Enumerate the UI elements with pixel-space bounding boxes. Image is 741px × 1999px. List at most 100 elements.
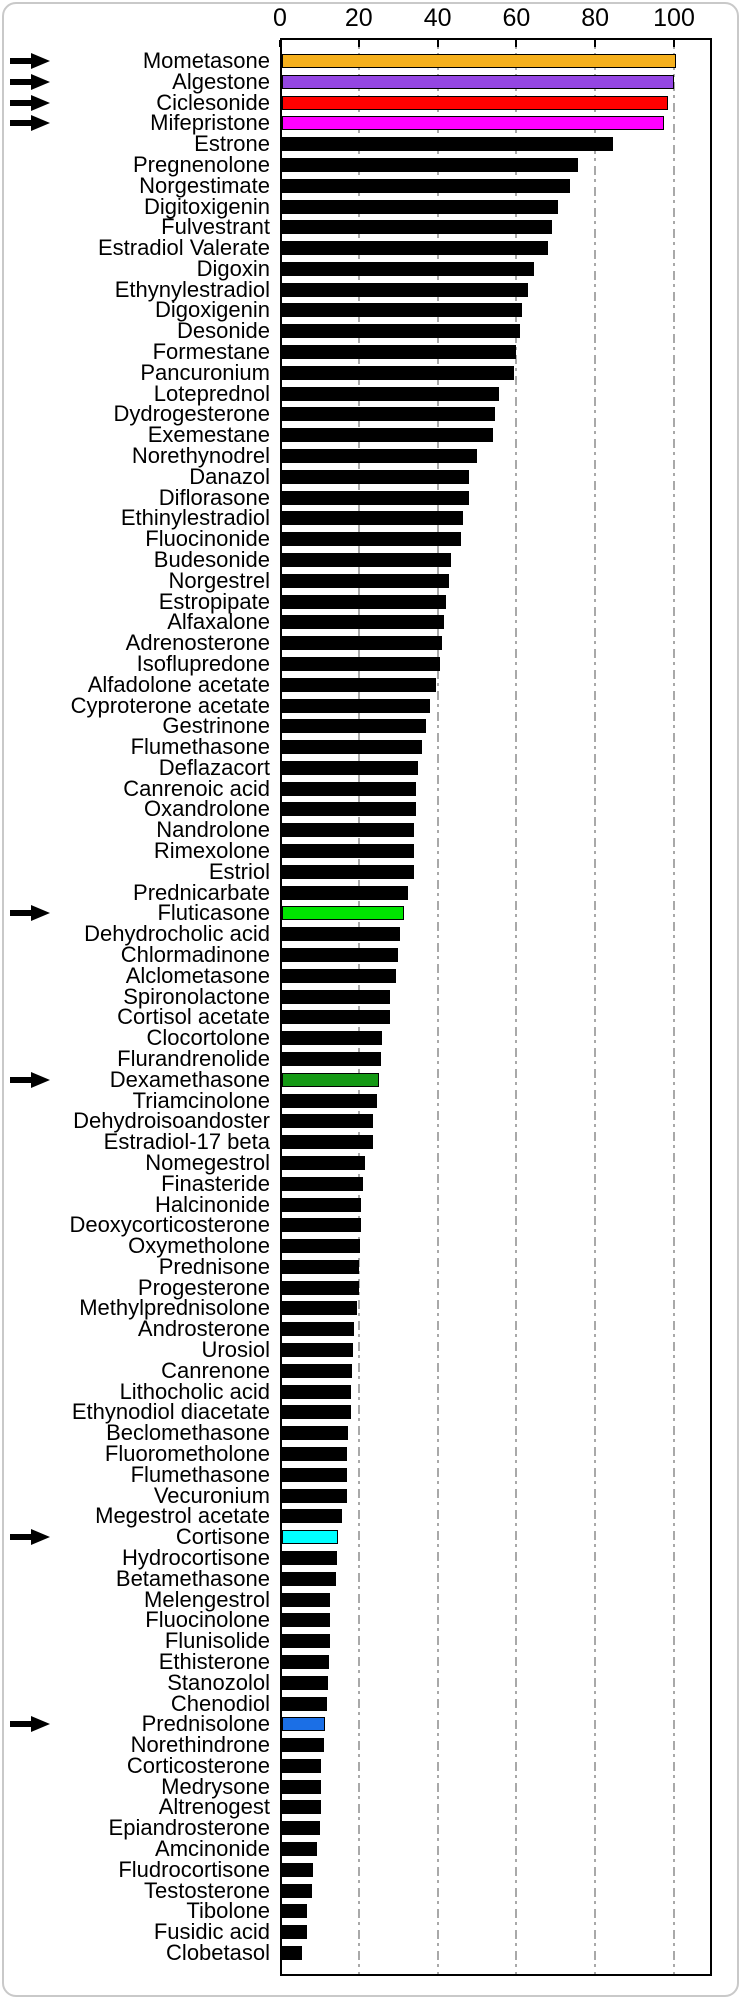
category-label: Fusidic acid [153, 1919, 270, 1945]
bar-corticosterone [282, 1758, 322, 1773]
category-label: Clobetasol [166, 1940, 270, 1965]
category-label: Finasteride [161, 1170, 270, 1196]
category-label: Estriol [208, 858, 270, 884]
category-label: Dehydrocholic acid [84, 921, 270, 947]
right-arrow-icon [10, 1071, 50, 1088]
category-label: Cortisol acetate [117, 1004, 270, 1030]
bar-flurandrenolide [282, 1051, 381, 1066]
category-label: Norgestrel [168, 567, 270, 593]
category-label: Fluticasone [157, 900, 270, 926]
bar-epiandrosterone [282, 1821, 320, 1836]
bar-alfaxalone [282, 615, 444, 630]
category-label: Deflazacort [158, 754, 270, 780]
bar-canrenone [282, 1363, 353, 1378]
bar-nandrolone [282, 823, 414, 838]
category-label: Isoflupredone [136, 650, 270, 676]
gridline [357, 40, 360, 1974]
axis-tick-label: 80 [581, 4, 610, 32]
bar-stanozolol [282, 1675, 329, 1690]
axis-tick-label: 40 [423, 4, 452, 32]
bar-nomegestrol [282, 1155, 365, 1170]
category-label: Spironolactone [123, 983, 270, 1009]
category-label: Gestrinone [162, 713, 270, 739]
bar-digoxin [282, 261, 535, 276]
category-label: Nomegestrol [145, 1149, 270, 1175]
category-label: Pancuronium [140, 359, 270, 385]
gridline [673, 40, 675, 1974]
category-label: Digoxigenin [155, 297, 270, 323]
bar-fluocinonide [282, 532, 462, 547]
bar-cyproterone-acetate [282, 698, 430, 713]
category-label: Fluocinolone [145, 1607, 270, 1633]
category-label: Halcinonide [155, 1191, 270, 1217]
category-label: Megestrol acetate [95, 1503, 270, 1529]
axis-tick [673, 40, 675, 47]
bar-urosiol [282, 1343, 353, 1358]
bar-desonide [282, 324, 521, 339]
category-label: Alfadolone acetate [87, 671, 270, 697]
bar-progesterone [282, 1280, 359, 1295]
category-label: Triamcinolone [132, 1087, 270, 1113]
right-arrow-icon [10, 1529, 50, 1546]
bar-exemestane [282, 428, 493, 443]
bar-isoflupredone [282, 656, 440, 671]
bar-budesonide [282, 552, 452, 567]
category-label: Testosterone [144, 1877, 270, 1903]
category-label: Formestane [152, 339, 270, 365]
bar-dehydroisoandoster [282, 1114, 373, 1129]
bar-triamcinolone [282, 1093, 377, 1108]
bar-digoxigenin [282, 303, 523, 318]
category-label: Urosiol [201, 1337, 270, 1363]
right-arrow-icon [10, 53, 50, 69]
bar-fusidic-acid [282, 1925, 307, 1940]
category-label: Estradiol Valerate [97, 235, 270, 261]
category-label: Oxandrolone [144, 796, 270, 822]
bar-norgestimate [282, 178, 570, 193]
right-arrow-icon [10, 94, 50, 111]
category-label: Cyproterone acetate [70, 692, 270, 718]
category-label: Altrenogest [158, 1794, 270, 1820]
category-label: Estradiol-17 beta [103, 1129, 270, 1155]
category-label: Canrenoic acid [123, 775, 270, 801]
category-label: Rimexolone [153, 838, 270, 864]
bar-canrenoic-acid [282, 781, 416, 796]
category-label: Estropipate [158, 588, 270, 614]
category-label: Deoxycorticosterone [69, 1212, 270, 1238]
category-label: Chenodiol [170, 1690, 270, 1716]
category-label: Estrone [194, 131, 270, 157]
category-label: Norethindrone [130, 1732, 270, 1758]
bar-norethindrone [282, 1738, 324, 1753]
bar-flunisolide [282, 1634, 331, 1649]
bar-dehydrocholic-acid [282, 927, 401, 942]
bar-mifepristone [282, 116, 665, 131]
category-label: Beclomethasone [106, 1420, 270, 1446]
category-label: Mifepristone [150, 110, 270, 136]
axis-tick [279, 40, 281, 47]
bar-oxandrolone [282, 802, 416, 817]
bar-estradiol-valerate [282, 241, 548, 256]
axis-tick [594, 40, 597, 47]
category-label: Amcinonide [155, 1836, 270, 1862]
category-label: Loteprednol [153, 380, 270, 406]
category-label: Fluocinonide [145, 526, 270, 552]
bar-cortisol-acetate [282, 1010, 391, 1025]
bar-ethisterone [282, 1654, 330, 1669]
category-label: Hydrocortisone [122, 1544, 270, 1570]
category-label: Ciclesonide [156, 89, 270, 115]
category-label: Desonide [177, 318, 270, 344]
category-label: Androsterone [137, 1316, 270, 1342]
category-label: Methylprednisolone [79, 1295, 270, 1321]
bar-pregnenolone [282, 157, 578, 172]
bar-beclomethasone [282, 1426, 349, 1441]
bar-estropipate [282, 594, 446, 609]
category-label: Prednisone [158, 1253, 270, 1279]
category-label: Norethynodrel [131, 443, 270, 469]
category-label: Cortisone [175, 1524, 270, 1550]
category-label: Epiandrosterone [108, 1815, 270, 1841]
bar-medrysone [282, 1779, 322, 1794]
bar-flumethasone [282, 740, 422, 755]
axis-tick [357, 40, 360, 47]
axis-tick-label: 0 [273, 4, 287, 32]
bar-prednisone [282, 1259, 359, 1274]
bar-estrone [282, 137, 613, 152]
